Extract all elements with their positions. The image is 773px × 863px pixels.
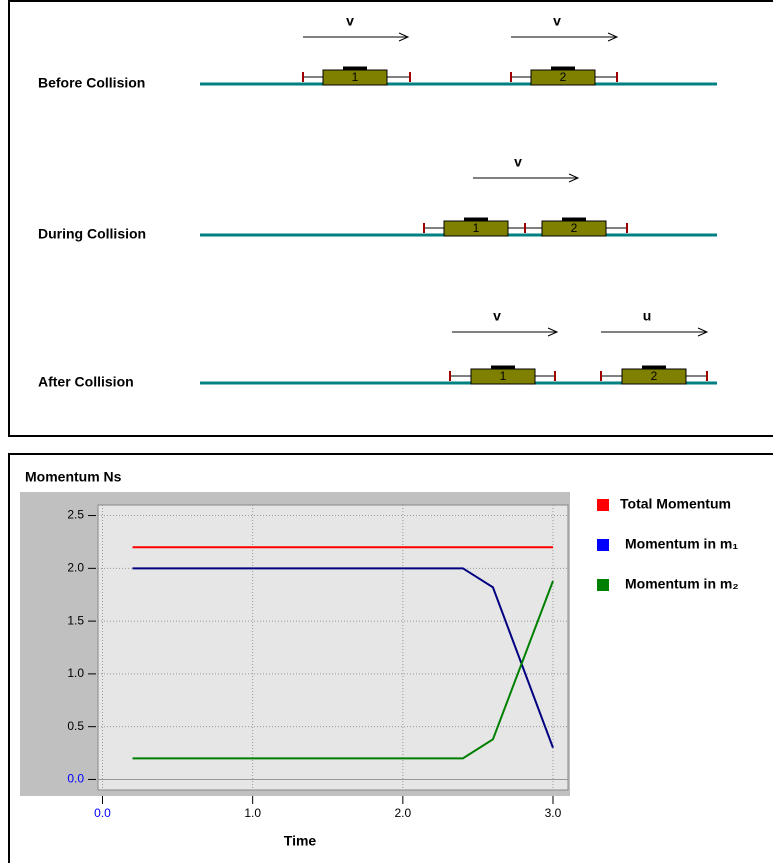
row-label: After Collision bbox=[38, 374, 134, 390]
x-tick-label: 0.0 bbox=[94, 806, 111, 820]
cart-label: 2 bbox=[571, 221, 578, 235]
cart-label: 2 bbox=[560, 70, 567, 84]
velocity-label: u bbox=[643, 308, 652, 324]
legend-swatch bbox=[597, 499, 609, 511]
velocity-label: v bbox=[514, 154, 522, 170]
cart-label: 1 bbox=[352, 70, 359, 84]
cart-label: 1 bbox=[500, 369, 507, 383]
legend-swatch bbox=[597, 539, 609, 551]
cart-label: 1 bbox=[473, 221, 480, 235]
y-tick-label: 2.0 bbox=[67, 561, 84, 575]
x-tick-label: 2.0 bbox=[394, 806, 411, 820]
x-tick-label: 3.0 bbox=[545, 806, 562, 820]
x-tick-label: 1.0 bbox=[244, 806, 261, 820]
y-tick-label: 0.5 bbox=[67, 719, 84, 733]
chart-title: Momentum Ns bbox=[25, 469, 122, 485]
legend-swatch bbox=[597, 579, 609, 591]
y-tick-label: 1.0 bbox=[67, 666, 84, 680]
legend-label: Momentum in m₂ bbox=[625, 576, 739, 592]
screen: Momentum Ns Time Before Collision 1 2 v v Dur… bbox=[0, 0, 773, 863]
row-label: Before Collision bbox=[38, 75, 145, 91]
y-tick-label: 2.5 bbox=[67, 508, 84, 522]
legend-label: Momentum in m₁ bbox=[625, 536, 738, 552]
velocity-label: v bbox=[346, 13, 354, 29]
row-label: During Collision bbox=[38, 226, 146, 242]
velocity-label: v bbox=[553, 13, 561, 29]
cart-label: 2 bbox=[651, 369, 658, 383]
velocity-label: v bbox=[493, 308, 501, 324]
y-tick-label: 0.0 bbox=[67, 772, 84, 786]
x-axis-label: Time bbox=[284, 833, 317, 849]
y-tick-label: 1.5 bbox=[67, 613, 84, 627]
legend-label: Total Momentum bbox=[620, 496, 731, 512]
